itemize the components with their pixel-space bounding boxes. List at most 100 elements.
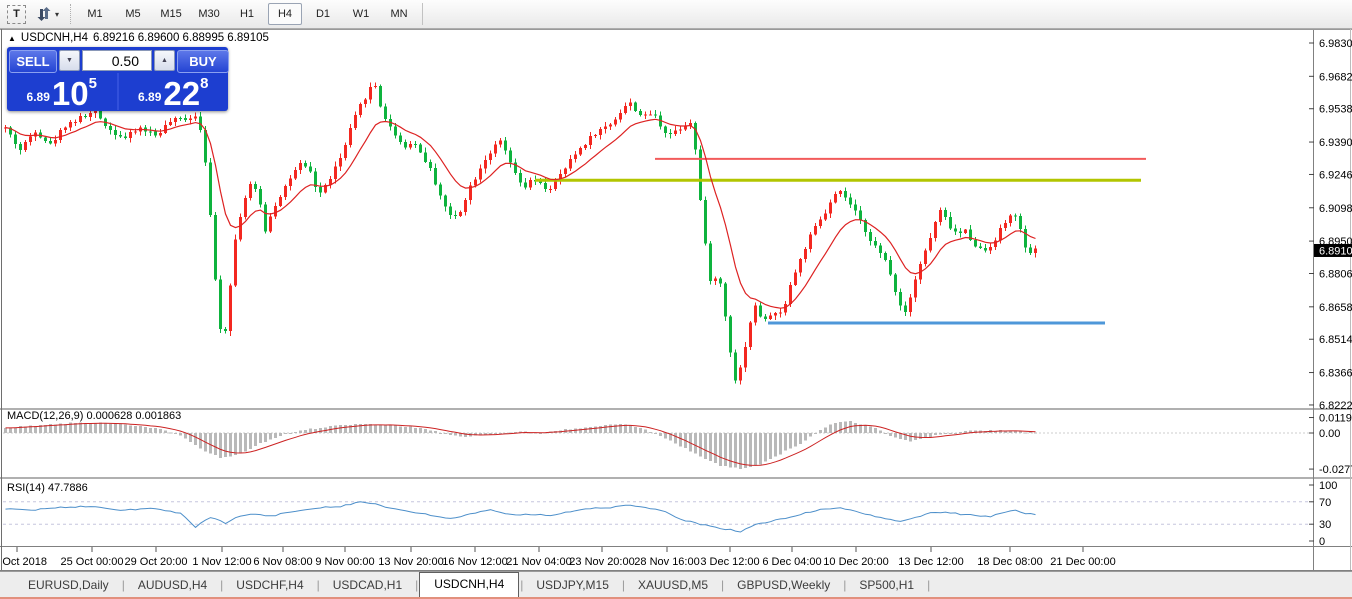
time-axis-label: 3 Dec 12:00 [700,556,759,568]
toolbar-separator [70,4,72,24]
lot-size-input[interactable]: 0.50 [82,50,152,71]
tab-separator: | [520,577,524,592]
time-axis-label: 9 Nov 00:00 [315,556,374,568]
price-axis-label: 6.86580 [1319,302,1352,314]
time-axis-label: 28 Nov 16:00 [634,556,699,568]
timeframe-bar: M1 M5 M15 M30 H1 H4 D1 W1 MN [78,3,416,25]
buy-button[interactable]: BUY [177,50,229,73]
time-axis-label: 10 Dec 20:00 [823,556,888,568]
lot-decrease-button[interactable]: ▼ [59,50,80,71]
price-axis-label: 6.96820 [1319,71,1352,83]
tab-separator: | [220,577,224,592]
time-axis-label: 18 Dec 08:00 [977,556,1042,568]
trade-panel-prices: 6.89 10 5 6.89 22 8 [7,73,228,110]
current-price-label: 6.89105 [1319,245,1352,257]
timeframe-button-D1[interactable]: D1 [315,8,331,20]
time-axis-label: 16 Nov 12:00 [442,556,507,568]
text-tool-icon: T [7,4,26,24]
buy-price-main: 22 [163,74,201,112]
macd-axis-label: -0.027754 [1319,464,1352,476]
timeframe-button-MN[interactable]: MN [390,8,408,20]
time-axis-label: 6 Nov 08:00 [253,556,312,568]
timeframe-button-H4[interactable]: H4 [268,3,303,25]
macd-signal-line [5,422,1036,466]
rsi-line [5,501,1036,533]
timeframe-button-M30[interactable]: M30 [198,8,220,20]
tab-separator: | [316,577,320,592]
timeframe-button-W1[interactable]: W1 [352,8,370,20]
rsi-axis-label: 0 [1319,536,1325,548]
time-axis-label: 21 Dec 00:00 [1050,556,1115,568]
tab-separator: | [121,577,125,592]
chart-tab-bar: EURUSD,Daily | AUDUSD,H4 | USDCHF,H4 | USDCAD,… [0,571,1352,597]
sell-price-sup: 5 [88,75,97,92]
price-axis-label: 6.83660 [1319,368,1352,380]
chart-tab-USDCHF-H4[interactable]: USDCHF,H4 [236,577,304,592]
trade-panel-controls: SELL ▼ 0.50 ▲ BUY [9,50,229,73]
trade-panel-divider [116,73,119,110]
price-axis: 6.98300 6.96820 6.95380 6.93900 6.92460 6.909… [1309,38,1352,548]
chart-tab-AUDUSD-H4[interactable]: AUDUSD,H4 [137,577,208,592]
timeframe-button-M15[interactable]: M15 [160,8,182,20]
time-axis-label: 6 Dec 04:00 [762,556,821,568]
price-axis-label: 6.90980 [1319,203,1352,215]
price-axis-label: 6.98300 [1319,38,1352,50]
text-tool-button[interactable]: T [4,3,29,25]
buy-price-sup: 8 [200,75,209,92]
tab-separator: | [621,577,625,592]
chevron-down-icon: ▾ [55,9,60,19]
timeframe-button-H1[interactable]: H1 [239,8,255,20]
chart-symbol-period: USDCNH,H4 [20,32,89,44]
sell-price-main: 10 [51,74,89,112]
tab-separator: | [843,577,847,592]
chart-background [0,29,1352,570]
time-axis-label: 25 Oct 00:00 [61,556,124,568]
timeframe-button-M1[interactable]: M1 [87,8,103,20]
rsi-axis-label: 70 [1319,497,1331,509]
tab-separator: | [721,577,725,592]
crosshair-arrows-button[interactable]: ▾ [33,3,62,25]
chart-frame [0,29,1352,571]
chart-tab-XAUUSD-M5[interactable]: XAUUSD,M5 [638,577,709,592]
chart-tab-GBPUSD-Weekly[interactable]: GBPUSD,Weekly [737,577,831,592]
chart-tab-USDCNH-H4[interactable]: USDCNH,H4 [419,572,520,597]
time-axis-label: 22 Oct 2018 [0,556,47,568]
macd-axis-label: 0.0119 [1319,413,1352,425]
toolbar: T ▾ M1 M5 M15 M30 H1 H4 D1 W1 MN [0,0,1352,29]
chart-tab-USDJPY-M15[interactable]: USDJPY,M15 [536,577,609,592]
time-axis-label: 13 Nov 20:00 [378,556,443,568]
sell-button[interactable]: SELL [9,50,57,73]
tab-separator: | [415,577,419,592]
ma-line [5,118,1036,309]
chart-title: ▲ USDCNH,H4 6.89216 6.89600 6.88995 6.89… [8,32,269,44]
time-axis-label: 29 Oct 20:00 [125,556,188,568]
price-axis-label: 6.93900 [1319,137,1352,149]
chart-tab-SP500-H1[interactable]: SP500,H1 [859,577,915,592]
rsi-indicator-label: RSI(14) 47.7886 [7,482,88,494]
tab-separator: | [927,577,931,592]
sell-price[interactable]: 6.89 10 5 [7,73,117,110]
macd-indicator-label: MACD(12,26,9) 0.000628 0.001863 [7,410,182,422]
lot-increase-button[interactable]: ▲ [154,50,175,71]
rsi-axis-label: 30 [1319,519,1331,531]
one-click-trading-panel: SELL ▼ 0.50 ▲ BUY 6.89 10 5 6.89 22 8 [7,47,229,111]
price-axis-label: 6.88060 [1319,269,1352,281]
toolbar-separator [422,3,424,25]
one-click-panel-toggle[interactable]: ▲ [8,33,16,43]
chart-tab-USDCAD-H1[interactable]: USDCAD,H1 [332,577,403,592]
arrows-icon [37,7,51,21]
timeframe-button-M5[interactable]: M5 [125,8,141,20]
time-axis-label: 21 Nov 04:00 [506,556,571,568]
price-axis-label: 6.95380 [1319,104,1352,116]
time-axis-label: 23 Nov 20:00 [569,556,634,568]
buy-price-prefix: 6.89 [138,90,162,104]
chart-tab-EURUSD-Daily[interactable]: EURUSD,Daily [28,577,109,592]
macd-axis-label: 0.00 [1319,428,1340,440]
rsi-axis-label: 100 [1319,480,1337,492]
macd-histogram [4,420,1037,470]
price-axis-label: 6.92460 [1319,169,1352,181]
window-bottom-edge [0,597,1352,599]
buy-price[interactable]: 6.89 22 8 [119,73,229,110]
